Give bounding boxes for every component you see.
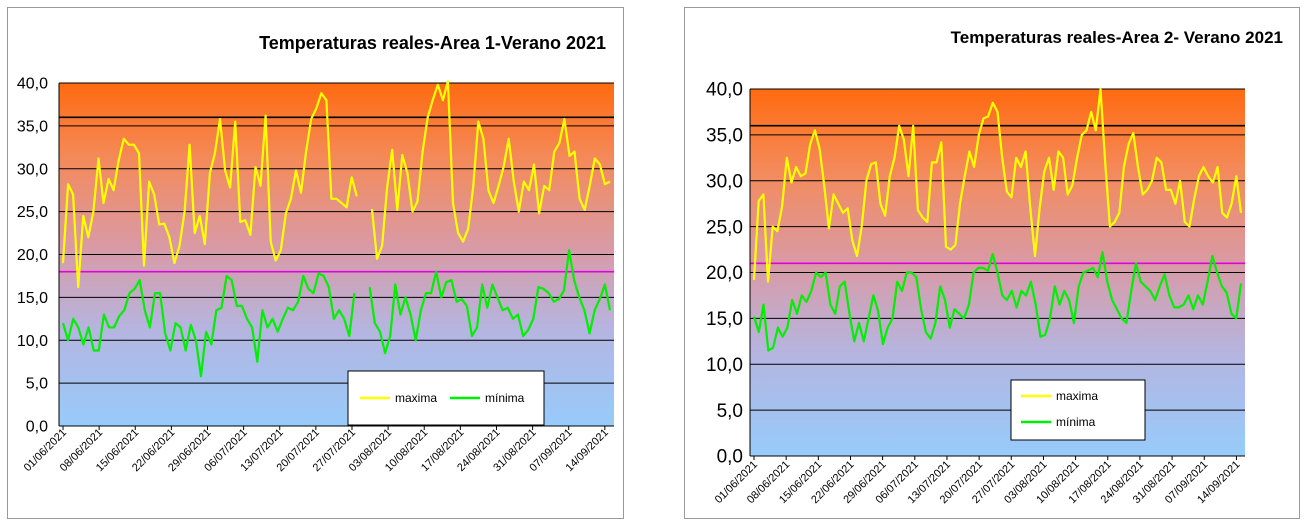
chart-panel-area-2: 0,0 5,0 10,0 15,0 20,0 25,0 30,0 35,0 40,0 01/06/…: [684, 7, 1300, 519]
series-line-minima: [752, 251, 1243, 352]
y-tick-label: 15,0: [17, 290, 48, 307]
y-tick-label: 35,0: [706, 126, 743, 147]
legend-label: mínima: [1056, 415, 1096, 429]
chart-title: Temperaturas reales-Area 2- Verano 2021: [951, 28, 1283, 47]
y-tick-label: 40,0: [706, 80, 743, 101]
y-tick-label: 20,0: [706, 263, 743, 284]
chart-title: Temperaturas reales-Area 1-Verano 2021: [259, 33, 606, 53]
chart-area-2: 0,05,010,015,020,025,030,035,040,001/06/…: [706, 28, 1283, 506]
legend-label: mínima: [485, 391, 525, 405]
y-tick-label: 25,0: [706, 217, 743, 238]
y-tick-label: 0,0: [26, 419, 48, 436]
chart-area-1: 0,05,010,015,020,025,030,035,040,001/06/…: [17, 33, 614, 474]
legend-label: maxima: [395, 391, 437, 405]
chart-panel-area-1: 0,0 5,0 10,0 15,0 20,0 25,0 30,0 35,0 40,0 01/06/…: [7, 7, 624, 519]
y-tick-label: 35,0: [17, 118, 48, 135]
y-tick-label: 30,0: [17, 161, 48, 178]
y-tick-label: 0,0: [717, 447, 743, 468]
y-tick-label: 5,0: [26, 376, 48, 393]
series-line-maxima: [61, 80, 611, 289]
y-tick-label: 10,0: [706, 355, 743, 376]
y-tick-label: 15,0: [706, 309, 743, 330]
y-tick-label: 10,0: [17, 333, 48, 350]
y-tick-label: 30,0: [706, 171, 743, 192]
y-tick-label: 40,0: [17, 76, 48, 93]
series-line-minima: [61, 249, 612, 378]
series-line-maxima: [752, 87, 1243, 283]
y-tick-label: 25,0: [17, 204, 48, 221]
y-tick-label: 20,0: [17, 247, 48, 264]
legend-box: [1010, 379, 1146, 441]
y-tick-label: 5,0: [717, 401, 743, 422]
legend-label: maxima: [1056, 389, 1098, 403]
